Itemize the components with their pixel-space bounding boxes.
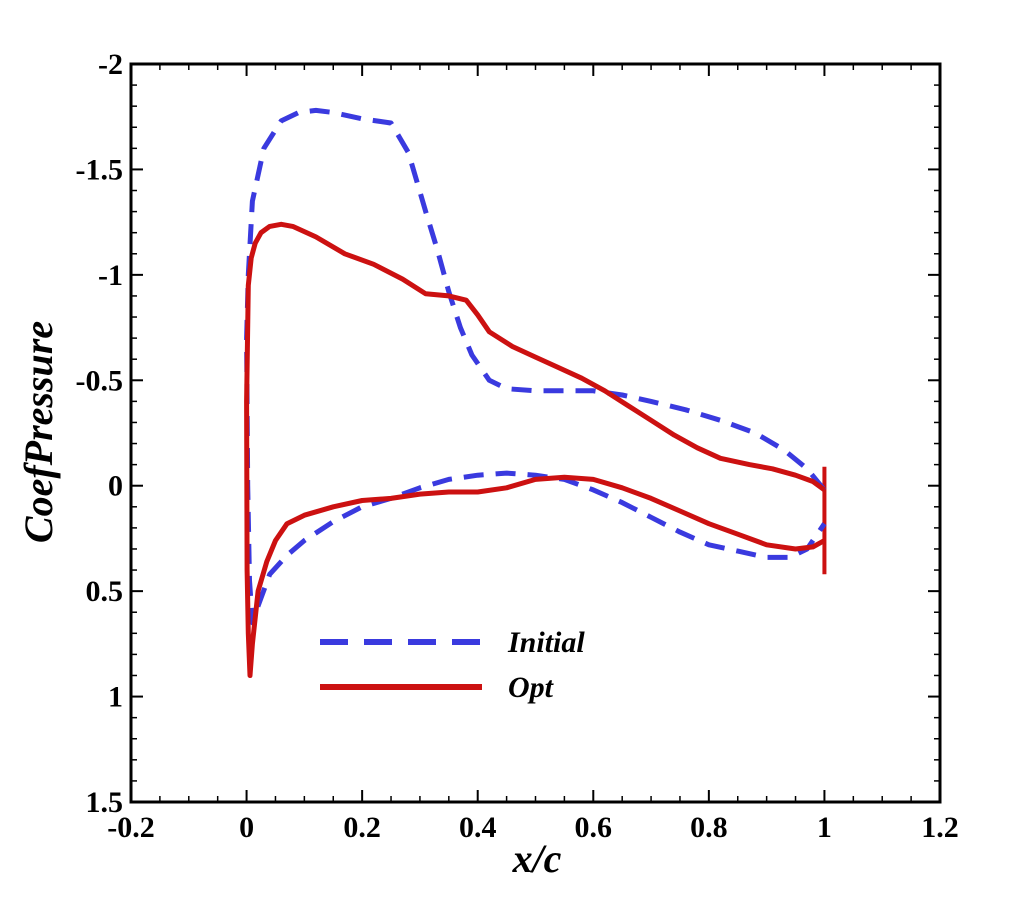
x-tick-label: 0.6 (575, 811, 613, 844)
y-tick-label: -1 (98, 259, 123, 292)
y-tick-label: -0.5 (76, 364, 124, 397)
y-tick-label: 0 (108, 470, 123, 503)
legend: Initial Opt (320, 626, 585, 704)
y-tick-label: 0.5 (86, 575, 124, 608)
series-line-opt (244, 221, 826, 678)
ticks-layer (130, 63, 941, 803)
x-axis-title: x/c (512, 836, 562, 881)
y-tick-label: -1.5 (76, 153, 124, 186)
x-tick-label: 0.2 (343, 811, 381, 844)
x-tick-label: 0.4 (459, 811, 497, 844)
x-tick-label: 1 (817, 811, 832, 844)
x-tick-labels: -0.2 0 0.2 0.4 0.6 0.8 1 1.2 (107, 811, 959, 844)
legend-label-opt: Opt (508, 671, 555, 704)
y-tick-labels: -2 -1.5 -1 -0.5 0 0.5 1 1.5 (76, 48, 124, 819)
x-tick-label: 0 (239, 811, 254, 844)
x-tick-label: -0.2 (107, 811, 155, 844)
y-tick-label: 1.5 (86, 786, 124, 819)
y-tick-label: -2 (98, 48, 123, 81)
series-line-initial (244, 107, 827, 626)
curves-layer (244, 107, 827, 678)
y-axis-title: CoefPressure (16, 321, 61, 543)
legend-label-initial: Initial (507, 626, 585, 659)
x-tick-label: 1.2 (921, 811, 959, 844)
x-tick-label: 0.8 (690, 811, 728, 844)
y-tick-label: 1 (108, 681, 123, 714)
